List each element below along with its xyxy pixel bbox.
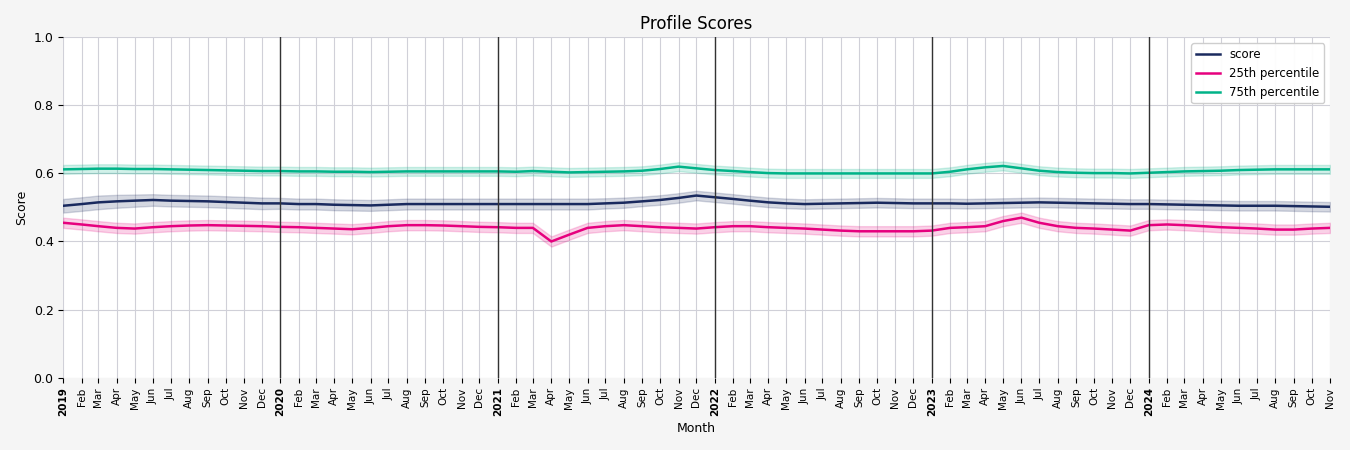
Line: 25th percentile: 25th percentile bbox=[63, 218, 1330, 242]
Y-axis label: Score: Score bbox=[15, 190, 28, 225]
Line: 75th percentile: 75th percentile bbox=[63, 166, 1330, 173]
Title: Profile Scores: Profile Scores bbox=[640, 15, 753, 33]
Line: score: score bbox=[63, 196, 1330, 207]
X-axis label: Month: Month bbox=[678, 422, 716, 435]
Legend: score, 25th percentile, 75th percentile: score, 25th percentile, 75th percentile bbox=[1191, 43, 1324, 104]
